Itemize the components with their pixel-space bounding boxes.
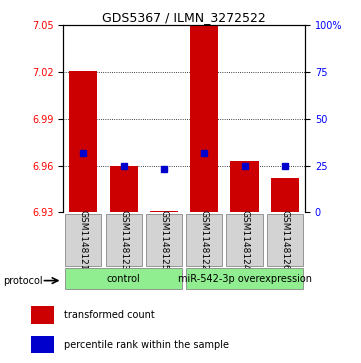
Bar [271, 178, 299, 212]
Text: control: control [107, 274, 140, 284]
Text: GSM1148122: GSM1148122 [200, 210, 209, 270]
Title: GDS5367 / ILMN_3272522: GDS5367 / ILMN_3272522 [102, 11, 266, 24]
Bar [186, 214, 222, 266]
Text: percentile rank within the sample: percentile rank within the sample [64, 339, 229, 350]
Text: transformed count: transformed count [64, 310, 155, 320]
Bar [230, 161, 259, 212]
Bar [186, 268, 303, 289]
Bar [31, 306, 54, 323]
Bar [65, 268, 182, 289]
Text: GSM1148124: GSM1148124 [240, 210, 249, 270]
Text: GSM1148125: GSM1148125 [160, 210, 169, 270]
Bar [65, 214, 101, 266]
Bar [267, 214, 303, 266]
Bar [109, 166, 138, 212]
Bar [146, 214, 182, 266]
Bar [190, 25, 218, 212]
Bar [226, 214, 263, 266]
Text: miR-542-3p overexpression: miR-542-3p overexpression [178, 274, 312, 284]
Text: protocol: protocol [4, 276, 43, 286]
Text: GSM1148121: GSM1148121 [79, 210, 88, 270]
Bar [69, 70, 97, 212]
Text: GSM1148126: GSM1148126 [280, 210, 290, 270]
Bar [150, 211, 178, 212]
Text: GSM1148123: GSM1148123 [119, 210, 128, 270]
Bar [105, 214, 142, 266]
Bar [31, 336, 54, 353]
